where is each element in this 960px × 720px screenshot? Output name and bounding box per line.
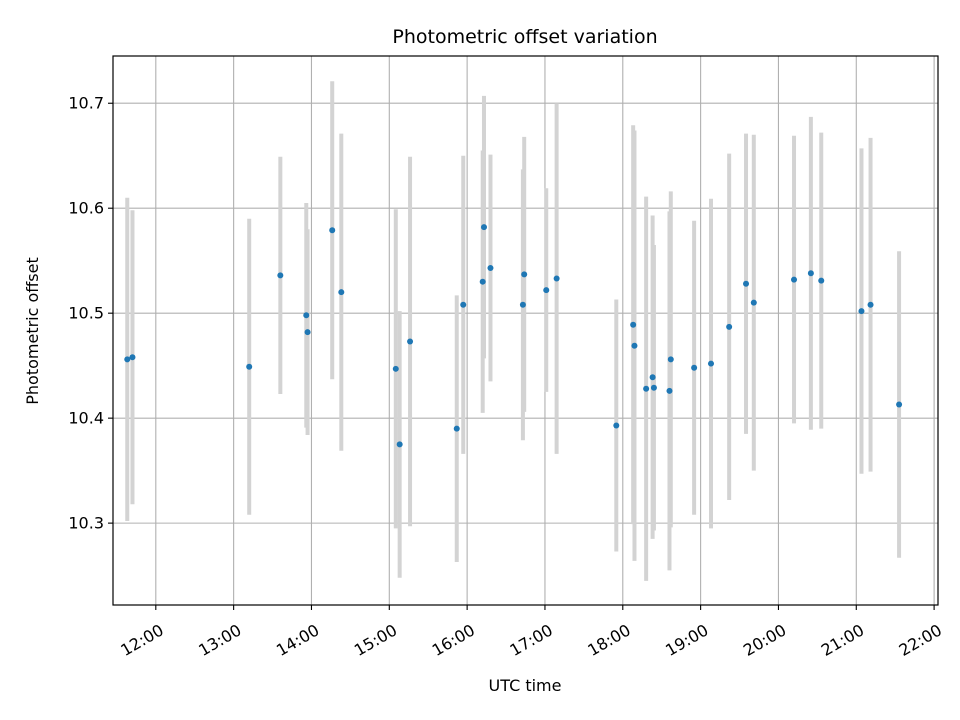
data-point [643,385,650,392]
data-point [392,365,399,372]
data-point [277,272,284,279]
data-point [329,227,336,234]
plot-frame [112,55,939,606]
x-axis-label: UTC time [489,676,562,695]
data-points [124,224,903,448]
data-point [818,277,825,284]
y-axis-label: Photometric offset [23,257,42,405]
y-tick-label: 10.7 [68,94,104,113]
data-point [631,342,638,349]
data-point [649,374,656,381]
data-point [650,384,657,391]
data-point [726,323,733,330]
y-axis-ticks: 10.3 10.4 10.5 10.6 10.7 [68,94,113,533]
data-point [304,329,311,336]
data-point [858,308,865,315]
data-point [691,364,698,371]
data-point [743,280,750,287]
y-tick-label: 10.3 [68,514,104,533]
data-point [630,321,637,328]
data-point [553,275,560,282]
data-point [407,338,414,345]
data-point [480,224,487,231]
data-point [479,278,486,285]
data-point [129,354,136,361]
data-point [487,265,494,272]
data-point [396,441,403,448]
data-point [613,422,620,429]
data-point [667,356,674,363]
data-point [460,301,467,308]
data-point [124,356,131,363]
data-point [303,312,310,319]
data-point [707,360,714,367]
data-point [750,299,757,306]
data-point [521,271,528,278]
y-tick-label: 10.4 [68,409,104,428]
data-point [246,363,253,370]
data-point [791,276,798,283]
y-tick-label: 10.5 [68,304,104,323]
data-point [453,425,460,432]
data-point [338,289,345,296]
data-point [807,270,814,277]
data-point [896,401,903,408]
y-tick-label: 10.6 [68,199,104,218]
data-point [666,387,673,394]
data-point [867,301,874,308]
data-point [519,301,526,308]
data-point [543,287,550,294]
chart-title: Photometric offset variation [392,26,657,48]
